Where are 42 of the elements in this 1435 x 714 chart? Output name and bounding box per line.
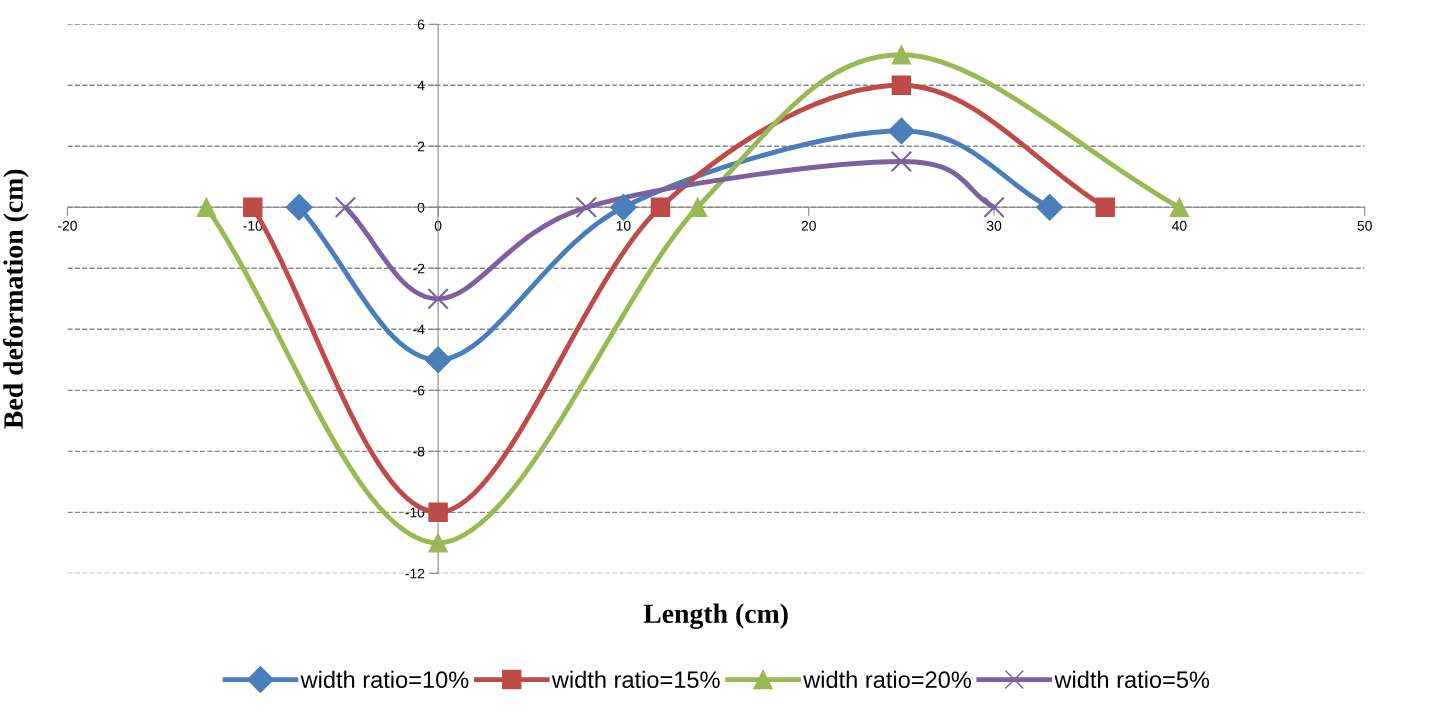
point bbox=[983, 196, 1005, 219]
point bbox=[428, 502, 448, 523]
x-tick-label: 50 bbox=[1357, 220, 1372, 231]
point bbox=[196, 197, 217, 218]
x-axis-title: Length (cm) bbox=[643, 603, 788, 629]
x-tick-label: 20 bbox=[801, 220, 816, 231]
x-tick-label: 30 bbox=[986, 220, 1002, 231]
point bbox=[424, 346, 452, 374]
point bbox=[1169, 197, 1190, 218]
x-tick-label: 10 bbox=[616, 220, 631, 231]
y-axis-title: Bed deformation (cm) bbox=[3, 169, 29, 429]
y-tick-label: -8 bbox=[413, 446, 425, 457]
point bbox=[427, 288, 449, 310]
legend-label: width ratio=10% bbox=[300, 670, 469, 689]
point bbox=[575, 196, 598, 219]
legend-label: width ratio=5% bbox=[1054, 670, 1210, 689]
legend-label: width ratio=20% bbox=[803, 670, 971, 689]
y-tick-label: -12 bbox=[405, 568, 425, 579]
x-tick-label: 40 bbox=[1171, 220, 1187, 231]
x-tick-label: 0 bbox=[434, 220, 442, 231]
y-tick-label: -4 bbox=[413, 324, 425, 335]
point bbox=[609, 193, 637, 221]
point bbox=[285, 193, 313, 221]
point bbox=[428, 533, 448, 553]
point bbox=[1095, 197, 1115, 218]
point bbox=[1036, 193, 1064, 221]
y-tick-label: -6 bbox=[413, 385, 425, 396]
x-tick-label: -20 bbox=[58, 220, 77, 231]
y-tick-label: 0 bbox=[417, 202, 425, 213]
y-tick-label: 2 bbox=[417, 141, 425, 152]
point bbox=[687, 197, 708, 218]
y-tick-label: 6 bbox=[417, 19, 425, 30]
y-tick-label: 4 bbox=[417, 80, 425, 91]
point bbox=[890, 150, 913, 173]
legend-label: width ratio=15% bbox=[551, 670, 720, 689]
y-tick-label: -2 bbox=[413, 263, 425, 274]
point bbox=[334, 196, 357, 219]
point bbox=[891, 75, 912, 96]
point bbox=[891, 45, 912, 65]
point bbox=[243, 197, 263, 218]
point bbox=[650, 197, 671, 218]
point bbox=[887, 117, 915, 145]
